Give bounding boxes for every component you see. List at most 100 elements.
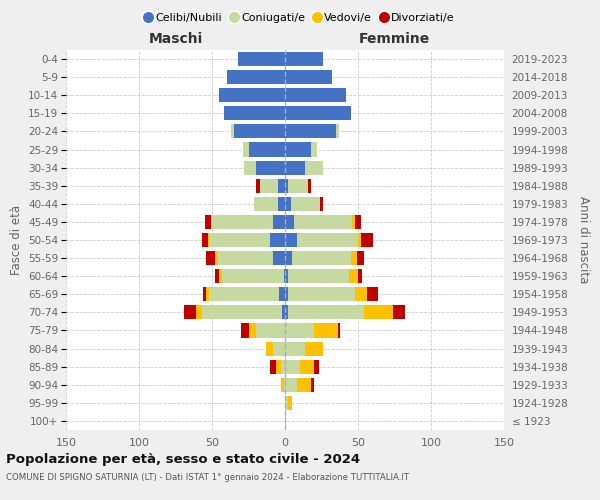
Bar [282,306,285,320]
Bar [338,324,340,338]
Bar [285,106,350,120]
Bar [285,251,292,265]
Bar [311,378,314,392]
Bar [314,360,319,374]
Bar [285,178,288,193]
Bar [355,215,361,229]
Bar [285,414,286,428]
Bar [308,178,311,193]
Bar [294,215,352,229]
Bar [336,124,339,138]
Bar [285,306,288,320]
Bar [220,88,285,102]
Bar [211,215,212,229]
Bar [203,287,206,302]
Bar [285,52,323,66]
Bar [285,396,288,410]
Bar [288,178,308,193]
Bar [285,160,305,174]
Bar [285,269,288,283]
Bar [305,342,323,355]
Bar [184,306,196,320]
Bar [393,306,405,320]
Bar [218,251,274,265]
Bar [279,287,285,302]
Bar [288,396,292,410]
Bar [248,324,256,338]
Bar [285,70,332,84]
Bar [320,197,323,211]
Bar [349,269,358,283]
Bar [288,306,364,320]
Bar [231,124,234,138]
Bar [364,306,393,320]
Bar [209,233,271,247]
Bar [215,251,218,265]
Bar [234,124,285,138]
Bar [305,160,323,174]
Bar [266,342,274,355]
Bar [222,269,284,283]
Bar [358,233,361,247]
Bar [227,70,285,84]
Bar [285,342,305,355]
Bar [285,124,336,138]
Text: COMUNE DI SPIGNO SATURNIA (LT) - Dati ISTAT 1° gennaio 2024 - Elaborazione TUTTI: COMUNE DI SPIGNO SATURNIA (LT) - Dati IS… [6,472,409,482]
Bar [356,251,364,265]
Bar [202,233,208,247]
Bar [288,287,355,302]
Bar [292,251,351,265]
Bar [285,287,288,302]
Y-axis label: Anni di nascita: Anni di nascita [577,196,590,284]
Bar [285,197,291,211]
Bar [285,215,294,229]
Bar [281,378,284,392]
Bar [281,360,285,374]
Bar [367,287,379,302]
Bar [350,251,356,265]
Bar [238,52,285,66]
Bar [285,378,296,392]
Text: Popolazione per età, sesso e stato civile - 2024: Popolazione per età, sesso e stato civil… [6,452,360,466]
Bar [285,233,296,247]
Bar [212,215,274,229]
Bar [241,324,248,338]
Bar [361,233,373,247]
Bar [248,142,285,156]
Legend: Celibi/Nubili, Coniugati/e, Vedovi/e, Divorziati/e: Celibi/Nubili, Coniugati/e, Vedovi/e, Di… [141,8,459,28]
Bar [355,287,367,302]
Bar [209,287,279,302]
Bar [296,233,358,247]
Bar [256,160,285,174]
Bar [352,215,355,229]
Bar [285,360,299,374]
Bar [291,197,320,211]
Bar [256,324,285,338]
Bar [260,178,278,193]
Bar [358,269,362,283]
Bar [285,142,311,156]
Bar [271,360,276,374]
Bar [274,251,285,265]
Bar [278,197,285,211]
Bar [284,269,285,283]
Bar [206,251,215,265]
Bar [215,269,220,283]
Y-axis label: Fasce di età: Fasce di età [10,205,23,275]
Bar [196,306,202,320]
Bar [274,342,285,355]
Bar [208,233,209,247]
Bar [314,324,338,338]
Bar [254,197,278,211]
Bar [274,215,285,229]
Bar [276,360,281,374]
Bar [278,178,285,193]
Bar [242,142,248,156]
Bar [285,88,346,102]
Text: Maschi: Maschi [148,32,203,46]
Bar [206,287,209,302]
Bar [285,324,314,338]
Bar [244,160,256,174]
Bar [271,233,285,247]
Bar [284,378,285,392]
